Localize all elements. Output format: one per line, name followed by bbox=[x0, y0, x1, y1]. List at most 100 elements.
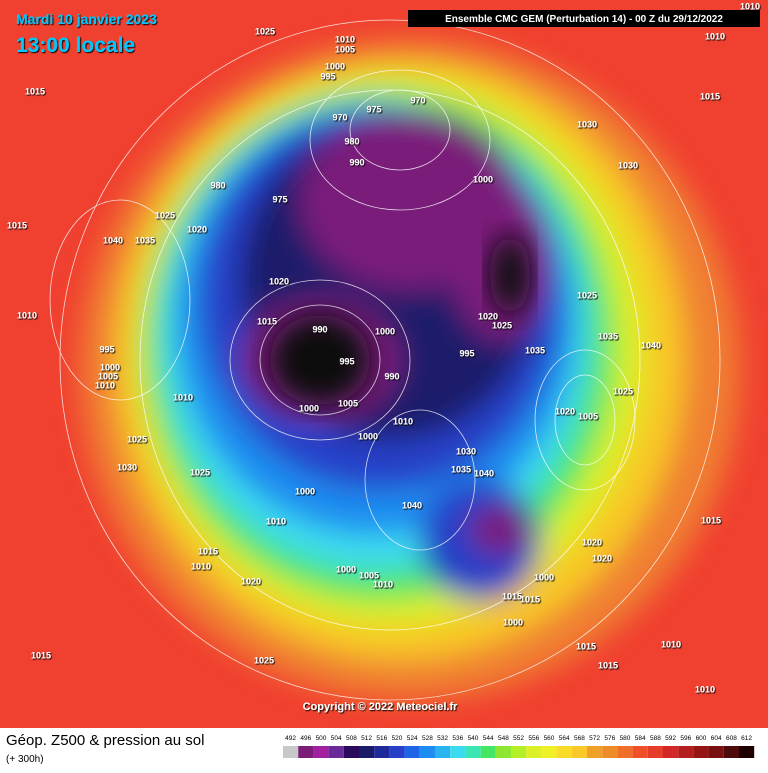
isobar-label: 995 bbox=[459, 348, 474, 358]
scale-swatch bbox=[602, 746, 618, 758]
scale-label: 536 bbox=[452, 735, 463, 742]
isobar-label: 1025 bbox=[613, 386, 633, 396]
scale-label: 532 bbox=[437, 735, 448, 742]
scale-label: 500 bbox=[316, 735, 327, 742]
isobar-label: 1010 bbox=[393, 416, 413, 426]
isobar-label: 1030 bbox=[577, 119, 597, 129]
isobar-label: 1000 bbox=[503, 617, 523, 627]
isobar-label: 1010 bbox=[705, 31, 725, 41]
scale-swatch bbox=[571, 746, 587, 758]
isobar-label: 1010 bbox=[373, 579, 393, 589]
scale-swatch bbox=[511, 746, 527, 758]
isobar-label: 1025 bbox=[577, 290, 597, 300]
scale-swatch bbox=[343, 746, 359, 758]
isobar-label: 1005 bbox=[335, 44, 355, 54]
isobar-label: 1010 bbox=[17, 310, 37, 320]
scale-label: 540 bbox=[468, 735, 479, 742]
scale-label: 496 bbox=[300, 735, 311, 742]
isobar-label: 1015 bbox=[198, 546, 218, 556]
isobar-labels: 1025 1010 1005 1000 995 1015 1010 1010 1015 970 97… bbox=[7, 1, 760, 694]
isobar-label: 1005 bbox=[338, 398, 358, 408]
isobar-label: 1015 bbox=[700, 91, 720, 101]
isobar-label: 1015 bbox=[7, 220, 27, 230]
isobar-label: 1025 bbox=[492, 320, 512, 330]
scale-swatch bbox=[298, 746, 314, 758]
scale-swatch bbox=[663, 746, 679, 758]
isobar-label: 1000 bbox=[299, 403, 319, 413]
isobar-label: 975 bbox=[366, 104, 381, 114]
isobar-label: 980 bbox=[210, 180, 225, 190]
scale-label: 584 bbox=[635, 735, 646, 742]
isobar-label: 1000 bbox=[375, 326, 395, 336]
scale-swatch bbox=[328, 746, 344, 758]
scale-label: 524 bbox=[407, 735, 418, 742]
scale-swatch bbox=[480, 746, 496, 758]
scale-label: 576 bbox=[604, 735, 615, 742]
scale-swatch bbox=[617, 746, 633, 758]
isobar-label: 1005 bbox=[578, 411, 598, 421]
isobar-label: 1020 bbox=[478, 311, 498, 321]
scale-label: 608 bbox=[726, 735, 737, 742]
scale-label: 544 bbox=[483, 735, 494, 742]
isobar-label: 1030 bbox=[618, 160, 638, 170]
scale-swatch bbox=[359, 746, 375, 758]
footer-title: Géop. Z500 & pression au sol bbox=[6, 732, 204, 749]
scale-label: 596 bbox=[680, 735, 691, 742]
scale-label: 592 bbox=[665, 735, 676, 742]
scale-swatch bbox=[283, 746, 299, 758]
scale-swatch bbox=[526, 746, 542, 758]
scale-swatch bbox=[708, 746, 724, 758]
scale-swatch bbox=[465, 746, 481, 758]
scale-swatch bbox=[389, 746, 405, 758]
isobar-label: 1030 bbox=[456, 446, 476, 456]
isobar-label: 990 bbox=[349, 157, 364, 167]
scale-label: 492 bbox=[285, 735, 296, 742]
scale-swatch bbox=[647, 746, 663, 758]
isobar-label: 970 bbox=[332, 112, 347, 122]
isobar-label: 1010 bbox=[740, 1, 760, 11]
isobar-label: 970 bbox=[410, 95, 425, 105]
scale-label: 504 bbox=[331, 735, 342, 742]
scale-swatch bbox=[541, 746, 557, 758]
isobar-label: 1010 bbox=[661, 639, 681, 649]
isobar-label: 1010 bbox=[173, 392, 193, 402]
isobar-label: 995 bbox=[99, 344, 114, 354]
scale-swatch bbox=[313, 746, 329, 758]
isobar-label: 1020 bbox=[582, 537, 602, 547]
isobar-label: 1040 bbox=[641, 340, 661, 350]
scale-label: 600 bbox=[696, 735, 707, 742]
scale-swatch bbox=[739, 746, 755, 758]
scale-swatch bbox=[693, 746, 709, 758]
isobar-label: 1015 bbox=[31, 650, 51, 660]
isobar-label: 995 bbox=[320, 71, 335, 81]
isobar-label: 990 bbox=[312, 324, 327, 334]
local-time: 13:00 locale bbox=[16, 34, 135, 57]
scale-label: 588 bbox=[650, 735, 661, 742]
isobar-label: 1015 bbox=[520, 594, 540, 604]
model-info: Ensemble CMC GEM (Perturbation 14) - 00 … bbox=[445, 14, 723, 25]
scale-label: 516 bbox=[376, 735, 387, 742]
lead-time: (+ 300h) bbox=[6, 754, 44, 765]
scale-swatch bbox=[419, 746, 435, 758]
isobar-label: 1015 bbox=[598, 660, 618, 670]
isobar-label: 1000 bbox=[358, 431, 378, 441]
isobar-label: 1010 bbox=[95, 380, 115, 390]
isobar-label: 1010 bbox=[191, 561, 211, 571]
scale-label: 556 bbox=[528, 735, 539, 742]
scale-label: 552 bbox=[513, 735, 524, 742]
isobar-label: 1015 bbox=[576, 641, 596, 651]
scale-swatch bbox=[556, 746, 572, 758]
scale-swatch bbox=[632, 746, 648, 758]
isobar-label: 1035 bbox=[135, 235, 155, 245]
isobar-label: 1040 bbox=[103, 235, 123, 245]
isobar-label: 1000 bbox=[100, 362, 120, 372]
isobar-label: 1020 bbox=[187, 224, 207, 234]
isobar-label: 995 bbox=[339, 356, 354, 366]
scale-label: 572 bbox=[589, 735, 600, 742]
color-scale: 492 496 500 504 508 512 516 520 524 528 532 536 540 5… bbox=[283, 735, 755, 758]
isobar-label: 1015 bbox=[25, 86, 45, 96]
scale-swatch bbox=[495, 746, 511, 758]
height-field bbox=[0, 0, 768, 728]
scale-swatch bbox=[404, 746, 420, 758]
isobar-label: 990 bbox=[384, 371, 399, 381]
